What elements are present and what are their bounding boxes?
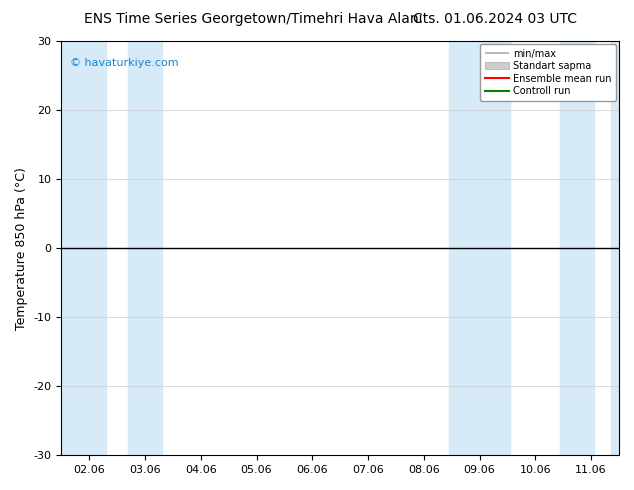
Bar xyxy=(449,41,510,455)
Bar xyxy=(560,41,594,455)
Text: Cts. 01.06.2024 03 UTC: Cts. 01.06.2024 03 UTC xyxy=(413,12,576,26)
Bar xyxy=(61,41,106,455)
Text: © havaturkiye.com: © havaturkiye.com xyxy=(70,58,178,68)
Y-axis label: Temperature 850 hPa (°C): Temperature 850 hPa (°C) xyxy=(15,167,28,330)
Legend: min/max, Standart sapma, Ensemble mean run, Controll run: min/max, Standart sapma, Ensemble mean r… xyxy=(480,44,616,101)
Bar xyxy=(128,41,162,455)
Text: ENS Time Series Georgetown/Timehri Hava Alanı: ENS Time Series Georgetown/Timehri Hava … xyxy=(84,12,423,26)
Bar xyxy=(611,41,619,455)
